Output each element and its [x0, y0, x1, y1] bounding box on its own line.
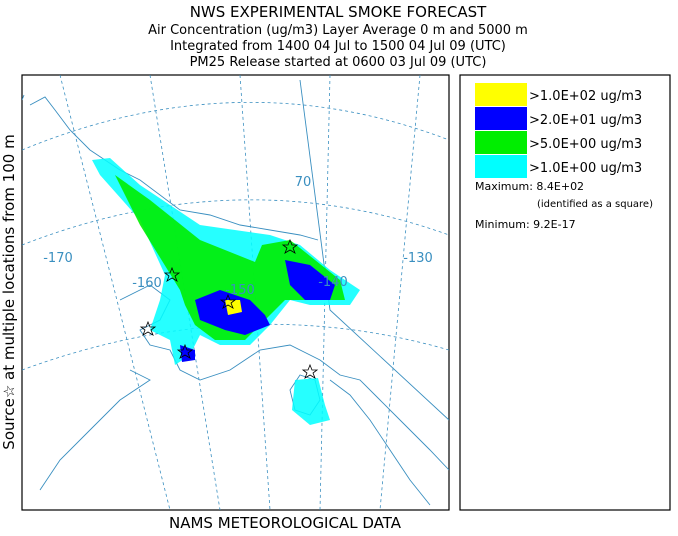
graticule-label: 70	[295, 175, 312, 190]
title: NWS EXPERIMENTAL SMOKE FORECAST	[190, 3, 487, 21]
maximum: Maximum: 8.4E+02	[475, 180, 584, 193]
subtitle: PM25 Release started at 0600 03 Jul 09 (…	[190, 55, 487, 70]
graticule-label: -140	[318, 275, 348, 290]
legend-swatch	[475, 155, 527, 178]
graticule-label: -130	[403, 251, 433, 266]
legend-swatch	[475, 131, 527, 154]
legend-label: >1.0E+00 ug/m3	[529, 161, 642, 176]
legend-swatch	[475, 107, 527, 130]
footer: NAMS METEOROLOGICAL DATA	[169, 514, 402, 532]
legend-swatch	[475, 83, 527, 106]
graticule-label: -150	[225, 283, 255, 298]
subtitle: Air Concentration (ug/m3) Layer Average …	[148, 23, 528, 38]
subtitle: Integrated from 1400 04 Jul to 1500 04 J…	[170, 39, 506, 54]
map: 70 -170 -160 -150 -140 -130	[21, 74, 450, 511]
legend-label: >2.0E+01 ug/m3	[529, 113, 642, 128]
legend-label: >5.0E+00 ug/m3	[529, 137, 642, 152]
minimum: Minimum: 9.2E-17	[475, 218, 576, 231]
graticule-label: -160	[132, 276, 162, 291]
side-label: Source☆ at multiple locations from 100 m	[0, 134, 18, 449]
legend: Maximum: 8.4E+02 (identified as a square…	[459, 74, 671, 511]
maximum-note: (identified as a square)	[537, 199, 653, 210]
graticule-label: -170	[43, 251, 73, 266]
legend-label: >1.0E+02 ug/m3	[529, 89, 642, 104]
